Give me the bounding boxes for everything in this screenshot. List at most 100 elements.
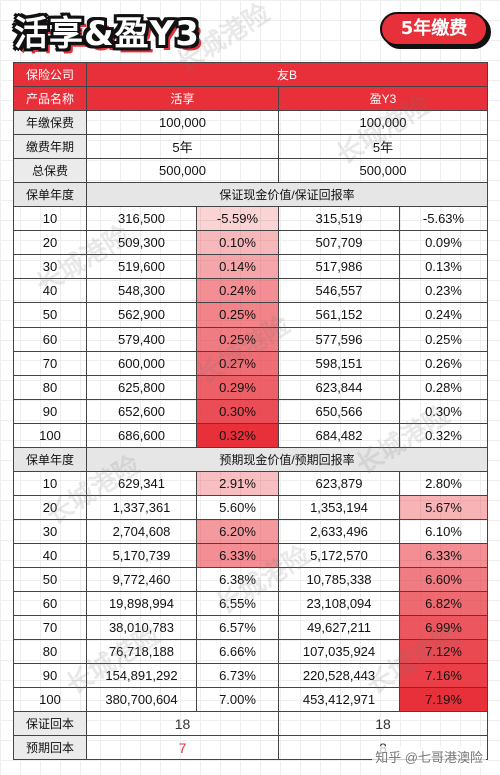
table-row: 40 5,170,739 6.33% 5,172,570 6.33% — [13, 542, 489, 568]
info-row: 总保费 500,000 500,000 — [13, 158, 489, 184]
year-cell: 50 — [13, 566, 87, 593]
year-cell: 90 — [13, 398, 87, 424]
product-a-value: 154,891,292 — [86, 663, 197, 689]
guaranteed-section-header: 保单年度 保证现金价值/保证回报率 — [13, 182, 489, 208]
product-b-rate: 0.28% — [398, 374, 489, 400]
payment-term-badge: 5年缴费 — [380, 12, 488, 46]
info-label: 年缴保费 — [13, 110, 87, 136]
section-title: 保证现金价值/保证回报率 — [85, 182, 489, 208]
product-a-value: 380,700,604 — [86, 687, 197, 713]
guaranteed-breakeven-label: 保证回本 — [13, 711, 87, 737]
product-a-rate: 2.91% — [196, 470, 279, 496]
product-a-value: 625,800 — [86, 374, 197, 400]
table-row: 30 519,600 0.14% 517,986 0.13% — [13, 254, 489, 280]
section-title: 预期现金价值/预期回报率 — [85, 446, 489, 472]
year-cell: 50 — [13, 302, 87, 328]
info-row: 缴费年期 5年 5年 — [13, 134, 489, 160]
product-a-value: 629,341 — [86, 470, 197, 496]
product-a-value: 9,772,460 — [86, 566, 197, 593]
company-row: 保险公司 友B — [13, 61, 489, 88]
product-b-value: 650,566 — [278, 398, 400, 424]
year-cell: 40 — [13, 542, 87, 568]
product-a-value: 5,170,739 — [86, 542, 197, 568]
product-a-rate: 0.14% — [196, 254, 279, 280]
product-b-value: 315,519 — [278, 206, 400, 232]
info-label: 总保费 — [13, 158, 87, 184]
info-value-a: 5年 — [86, 134, 279, 160]
year-cell: 10 — [13, 206, 87, 232]
product-b-rate: 6.82% — [398, 591, 489, 617]
product-b-rate: 6.60% — [398, 566, 489, 593]
product-a-value: 19,898,994 — [86, 591, 197, 617]
year-cell: 70 — [13, 615, 87, 641]
product-b-rate: 0.24% — [398, 302, 489, 328]
table-row: 60 19,898,994 6.55% 23,108,094 6.82% — [13, 591, 489, 617]
table-row: 20 509,300 0.10% 507,709 0.09% — [13, 230, 489, 256]
product-a-value: 652,600 — [86, 398, 197, 424]
year-cell: 30 — [13, 518, 87, 544]
product-a-rate: 6.55% — [196, 591, 279, 617]
year-cell: 30 — [13, 254, 87, 280]
product-b-name: 盈Y3 — [277, 86, 489, 112]
product-b-rate: 0.23% — [398, 278, 489, 304]
section-year-label: 保单年度 — [13, 446, 87, 472]
table-row: 90 154,891,292 6.73% 220,528,443 7.16% — [13, 663, 489, 689]
product-a-value: 1,337,361 — [86, 494, 197, 520]
table-row: 10 629,341 2.91% 623,879 2.80% — [13, 470, 489, 496]
product-b-rate: 6.10% — [398, 518, 489, 544]
product-a-rate: 0.29% — [196, 374, 279, 400]
product-a-value: 548,300 — [86, 278, 197, 304]
product-b-rate: 0.09% — [398, 230, 489, 256]
guaranteed-breakeven-b: 18 — [277, 711, 489, 737]
info-value-b: 100,000 — [277, 110, 489, 136]
table-row: 10 316,500 -5.59% 315,519 -5.63% — [13, 206, 489, 232]
table-row: 70 600,000 0.27% 598,151 0.26% — [13, 350, 489, 376]
product-a-value: 686,600 — [86, 422, 197, 448]
year-cell: 100 — [13, 422, 87, 448]
product-a-rate: 6.73% — [196, 663, 279, 689]
table-row: 50 9,772,460 6.38% 10,785,338 6.60% — [13, 566, 489, 593]
guaranteed-breakeven-row: 保证回本 18 18 — [13, 711, 489, 737]
info-value-b: 500,000 — [277, 158, 489, 184]
product-a-name: 活享 — [86, 86, 279, 112]
product-b-value: 10,785,338 — [278, 566, 400, 593]
section-year-label: 保单年度 — [13, 182, 87, 208]
info-value-a: 100,000 — [86, 110, 279, 136]
credit-watermark: 知乎 @七哥港澳险 — [372, 746, 486, 767]
table-row: 80 625,800 0.29% 623,844 0.28% — [13, 374, 489, 400]
product-a-rate: 0.27% — [196, 350, 279, 376]
info-label: 缴费年期 — [13, 134, 87, 160]
table-row: 100 380,700,604 7.00% 453,412,971 7.19% — [13, 687, 489, 713]
info-row: 年缴保费 100,000 100,000 — [13, 110, 489, 136]
product-a-value: 76,718,188 — [86, 639, 197, 665]
product-a-rate: 0.10% — [196, 230, 279, 256]
product-a-value: 38,010,783 — [86, 615, 197, 641]
year-cell: 40 — [13, 278, 87, 304]
product-b-rate: 0.25% — [398, 326, 489, 352]
product-a-value: 316,500 — [86, 206, 197, 232]
table-row: 20 1,337,361 5.60% 1,353,194 5.67% — [13, 494, 489, 520]
table-row: 30 2,704,608 6.20% 2,633,496 6.10% — [13, 518, 489, 544]
table-row: 40 548,300 0.24% 546,557 0.23% — [13, 278, 489, 304]
product-b-value: 453,412,971 — [278, 687, 400, 713]
product-b-rate: 7.12% — [398, 639, 489, 665]
product-b-rate: 0.32% — [398, 422, 489, 448]
product-b-rate: 7.19% — [398, 687, 489, 713]
product-b-value: 507,709 — [278, 230, 400, 256]
product-a-rate: 0.25% — [196, 302, 279, 328]
table-row: 60 579,400 0.25% 577,596 0.25% — [13, 326, 489, 352]
product-a-rate: 7.00% — [196, 687, 279, 713]
year-cell: 20 — [13, 230, 87, 256]
product-a-value: 509,300 — [86, 230, 197, 256]
product-b-rate: -5.63% — [398, 206, 489, 232]
company-value: 友B — [85, 61, 489, 88]
product-b-value: 517,986 — [278, 254, 400, 280]
product-b-value: 561,152 — [278, 302, 400, 328]
product-a-rate: -5.59% — [196, 206, 279, 232]
year-cell: 100 — [13, 687, 87, 713]
table-row: 100 686,600 0.32% 684,482 0.32% — [13, 422, 489, 448]
projected-breakeven-a: 7 — [86, 735, 279, 761]
year-cell: 10 — [13, 470, 87, 496]
product-a-rate: 0.25% — [196, 326, 279, 352]
product-a-rate: 0.30% — [196, 398, 279, 424]
